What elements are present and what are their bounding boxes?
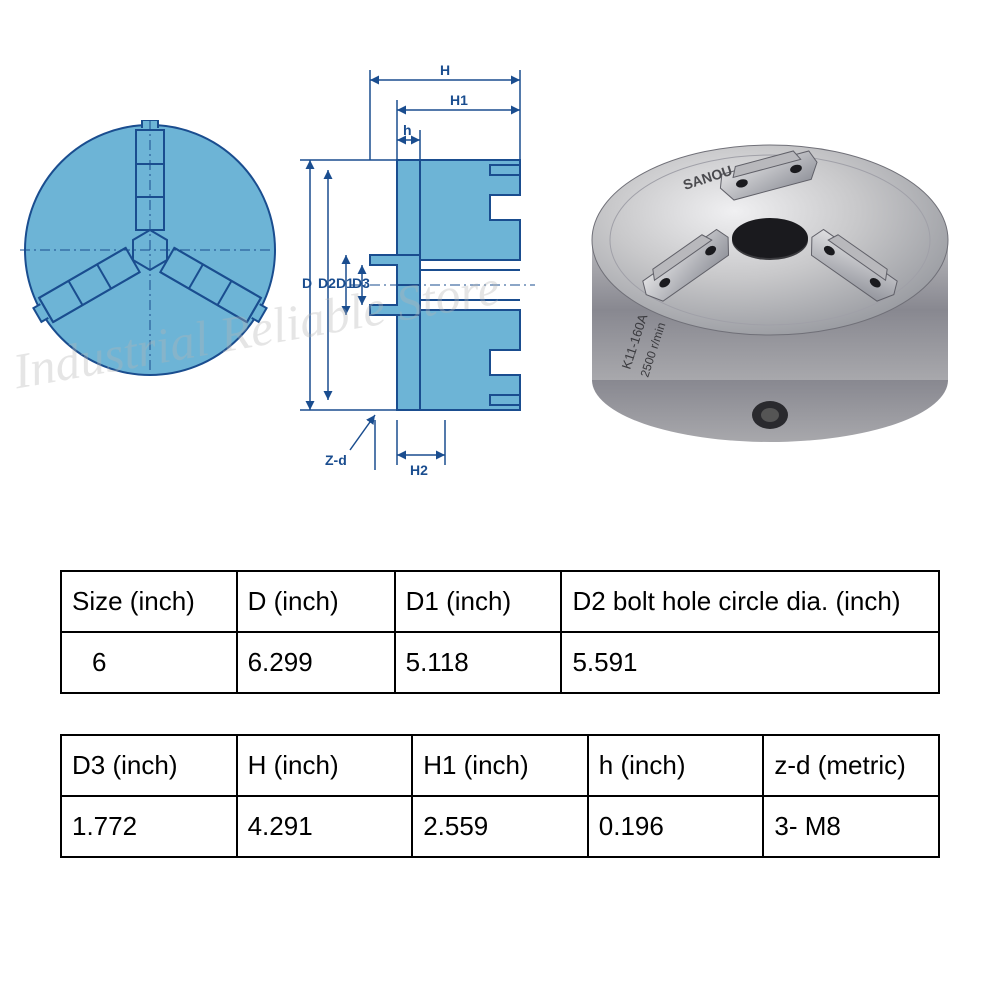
t1-h3: D1 (inch): [395, 571, 562, 632]
t2-h4: h (inch): [588, 735, 764, 796]
t1-v4: 5.591: [561, 632, 939, 693]
t1-h2: D (inch): [237, 571, 395, 632]
product-photo: SANOU K11-160A 2500 r/min: [570, 70, 970, 470]
dim-label-D2: D2: [318, 275, 336, 291]
t2-v3: 2.559: [412, 796, 588, 857]
t1-v2: 6.299: [237, 632, 395, 693]
t2-h2: H (inch): [237, 735, 413, 796]
dim-label-H1: H1: [450, 92, 468, 108]
spec-table-2: D3 (inch) H (inch) H1 (inch) h (inch) z-…: [60, 734, 940, 858]
diagram-section: H H1 h: [0, 0, 1000, 530]
t2-h3: H1 (inch): [412, 735, 588, 796]
t2-v1: 1.772: [61, 796, 237, 857]
dim-label-D3: D3: [352, 275, 370, 291]
front-view-diagram: [20, 120, 280, 380]
t1-v3: 5.118: [395, 632, 562, 693]
side-view-diagram: H H1 h: [290, 60, 550, 490]
t2-h5: z-d (metric): [763, 735, 939, 796]
dim-label-h: h: [403, 122, 412, 138]
t1-v1: 6: [61, 632, 237, 693]
spec-tables: Size (inch) D (inch) D1 (inch) D2 bolt h…: [0, 530, 1000, 858]
t2-h1: D3 (inch): [61, 735, 237, 796]
t1-h4: D2 bolt hole circle dia. (inch): [561, 571, 939, 632]
t2-v4: 0.196: [588, 796, 764, 857]
t2-v5: 3- M8: [763, 796, 939, 857]
t1-h1: Size (inch): [61, 571, 237, 632]
t2-v2: 4.291: [237, 796, 413, 857]
dim-label-Zd: Z-d: [325, 452, 347, 468]
dim-label-H2: H2: [410, 462, 428, 478]
dim-label-H: H: [440, 62, 450, 78]
spec-table-1: Size (inch) D (inch) D1 (inch) D2 bolt h…: [60, 570, 940, 694]
dim-label-D: D: [302, 275, 312, 291]
